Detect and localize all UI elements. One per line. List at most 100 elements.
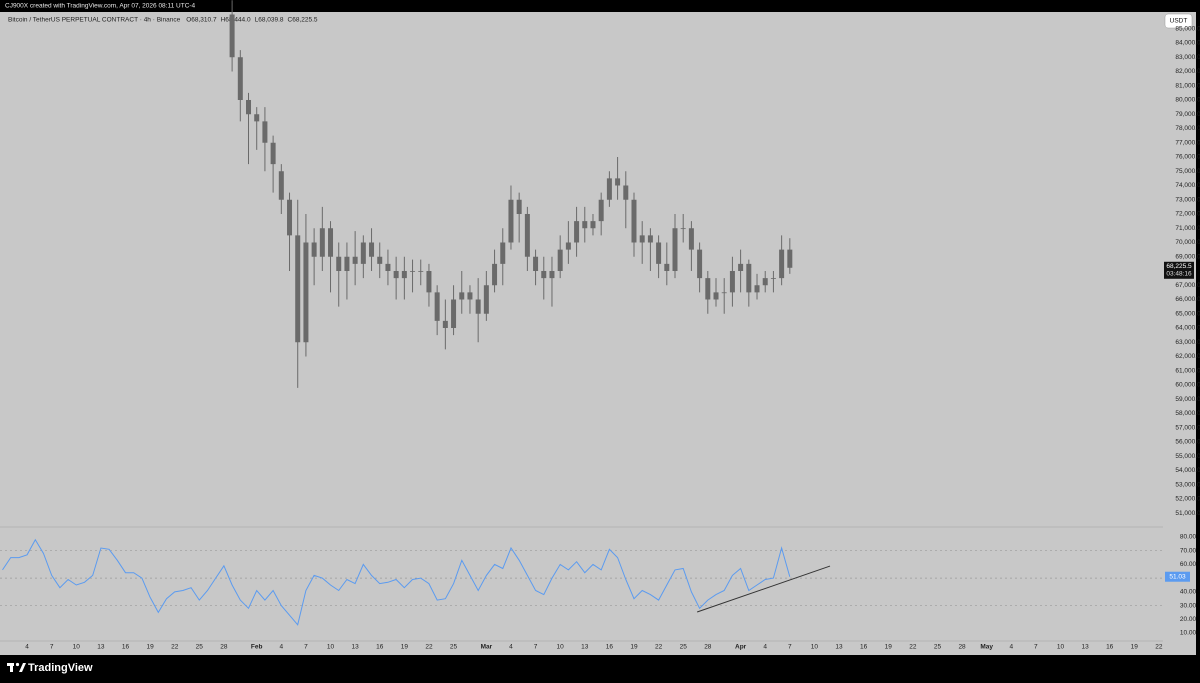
currency-button[interactable] [1164, 13, 1193, 29]
candle-body [623, 185, 629, 200]
brand-logo [7, 662, 26, 672]
logo-part [15, 662, 20, 667]
candle-body [762, 278, 768, 286]
y-tick-label: 80.00 [1180, 534, 1197, 541]
summary-label: O [186, 17, 191, 24]
logo-part [10, 663, 13, 672]
y-tick-label: 59,000.0 [1175, 396, 1200, 403]
x-tick-label: 25 [680, 644, 688, 651]
candle-body [721, 292, 727, 294]
x-tick-label: 7 [304, 644, 308, 651]
x-tick-label: May [980, 644, 993, 651]
candle-body [442, 320, 448, 328]
x-tick-label: 16 [606, 644, 614, 651]
y-tick-label: 83,000.0 [1175, 54, 1200, 61]
candle-body [672, 228, 678, 271]
y-tick-label: 55,000.0 [1175, 453, 1200, 460]
x-tick-label: 7 [50, 644, 54, 651]
rsi-line [2, 538, 791, 626]
candle-body [746, 263, 752, 293]
y-tick-label: 61,000.0 [1175, 367, 1200, 374]
y-tick-label: 85,000.0 [1175, 25, 1200, 32]
countdown: 03:48:16 [1166, 270, 1192, 277]
candle-body [254, 114, 260, 122]
x-tick-label: 4 [763, 644, 767, 651]
candle-body [738, 263, 744, 271]
x-tick-label: 7 [534, 644, 538, 651]
last-price-label: 68,225.5 [1166, 263, 1192, 270]
x-tick-label: 10 [1057, 644, 1065, 651]
credit: CJ900X created with TradingView.com, Apr… [5, 3, 196, 10]
summary-label: H [221, 17, 226, 24]
y-tick-label: 63,000.0 [1175, 339, 1200, 346]
candle-body [336, 256, 342, 271]
x-tick-label: 22 [171, 644, 179, 651]
y-tick-label: 81,000.0 [1175, 82, 1200, 89]
candle-body [467, 292, 473, 300]
x-tick-label: 22 [655, 644, 663, 651]
y-tick-label: 78,000.0 [1175, 125, 1200, 132]
candle-body [508, 199, 514, 243]
x-tick-label: Apr [735, 644, 747, 651]
logo-part [19, 663, 26, 672]
x-tick-label: 13 [97, 644, 105, 651]
y-tick-label: 20.00 [1180, 616, 1197, 623]
candle-body [344, 256, 350, 271]
candle-body [352, 256, 358, 264]
y-tick-label: 80,000.0 [1175, 97, 1200, 104]
x-tick-label: 4 [1009, 644, 1013, 651]
y-tick-label: 65,000.0 [1175, 310, 1200, 317]
y-tick-label: 79,000.0 [1175, 111, 1200, 118]
x-tick-label: 4 [280, 644, 284, 651]
y-tick-label: 73,000.0 [1175, 196, 1200, 203]
candle-body [410, 270, 416, 272]
x-tick-label: 19 [1131, 644, 1139, 651]
summary-label: C [288, 17, 293, 24]
candle-body [779, 249, 785, 279]
y-tick-label: 60.00 [1180, 561, 1197, 568]
y-tick-label: 53,000.0 [1175, 481, 1200, 488]
y-tick-label: 72,000.0 [1175, 211, 1200, 218]
y-tick-label: 62,000.0 [1175, 353, 1200, 360]
currency-label: USDT [1170, 18, 1188, 25]
candle-body [656, 242, 662, 264]
candle-body [524, 213, 530, 257]
candle-body [787, 249, 793, 268]
x-tick-label: 28 [704, 644, 712, 651]
y-tick-label: 60,000.0 [1175, 382, 1200, 389]
y-tick-label: 64,000.0 [1175, 325, 1200, 332]
y-tick-label: 76,000.0 [1175, 154, 1200, 161]
x-tick-label: 22 [425, 644, 433, 651]
candle-body [246, 99, 252, 115]
candle-body [319, 228, 325, 257]
x-tick-label: 13 [835, 644, 843, 651]
candle-body [541, 270, 547, 279]
candle-body [360, 242, 366, 264]
y-tick-label: 75,000.0 [1175, 168, 1200, 175]
candle-body [434, 292, 440, 321]
candle-body [328, 228, 334, 257]
candle-body [418, 270, 424, 272]
x-tick-label: 25 [196, 644, 204, 651]
candle-body [590, 221, 596, 229]
candle-body [401, 270, 407, 279]
chart-title: Bitcoin / TetherUS PERPETUAL CONTRACT · … [8, 17, 181, 24]
x-tick-label: Feb [251, 644, 263, 651]
candle-body [647, 235, 653, 243]
x-tick-label: 19 [401, 644, 409, 651]
x-tick-label: 19 [146, 644, 154, 651]
y-tick-label: 70.00 [1180, 547, 1197, 554]
x-tick-label: 7 [788, 644, 792, 651]
summary-label: L [255, 17, 259, 24]
candle-body [229, 14, 235, 58]
x-tick-label: 28 [220, 644, 228, 651]
candle-body [295, 235, 301, 343]
x-tick-label: 4 [509, 644, 513, 651]
candle-body [262, 121, 268, 143]
candle-body [303, 242, 309, 343]
x-tick-label: 13 [581, 644, 589, 651]
last-value-box [1165, 571, 1190, 582]
candle-body [385, 263, 391, 271]
candle-body [270, 142, 276, 165]
